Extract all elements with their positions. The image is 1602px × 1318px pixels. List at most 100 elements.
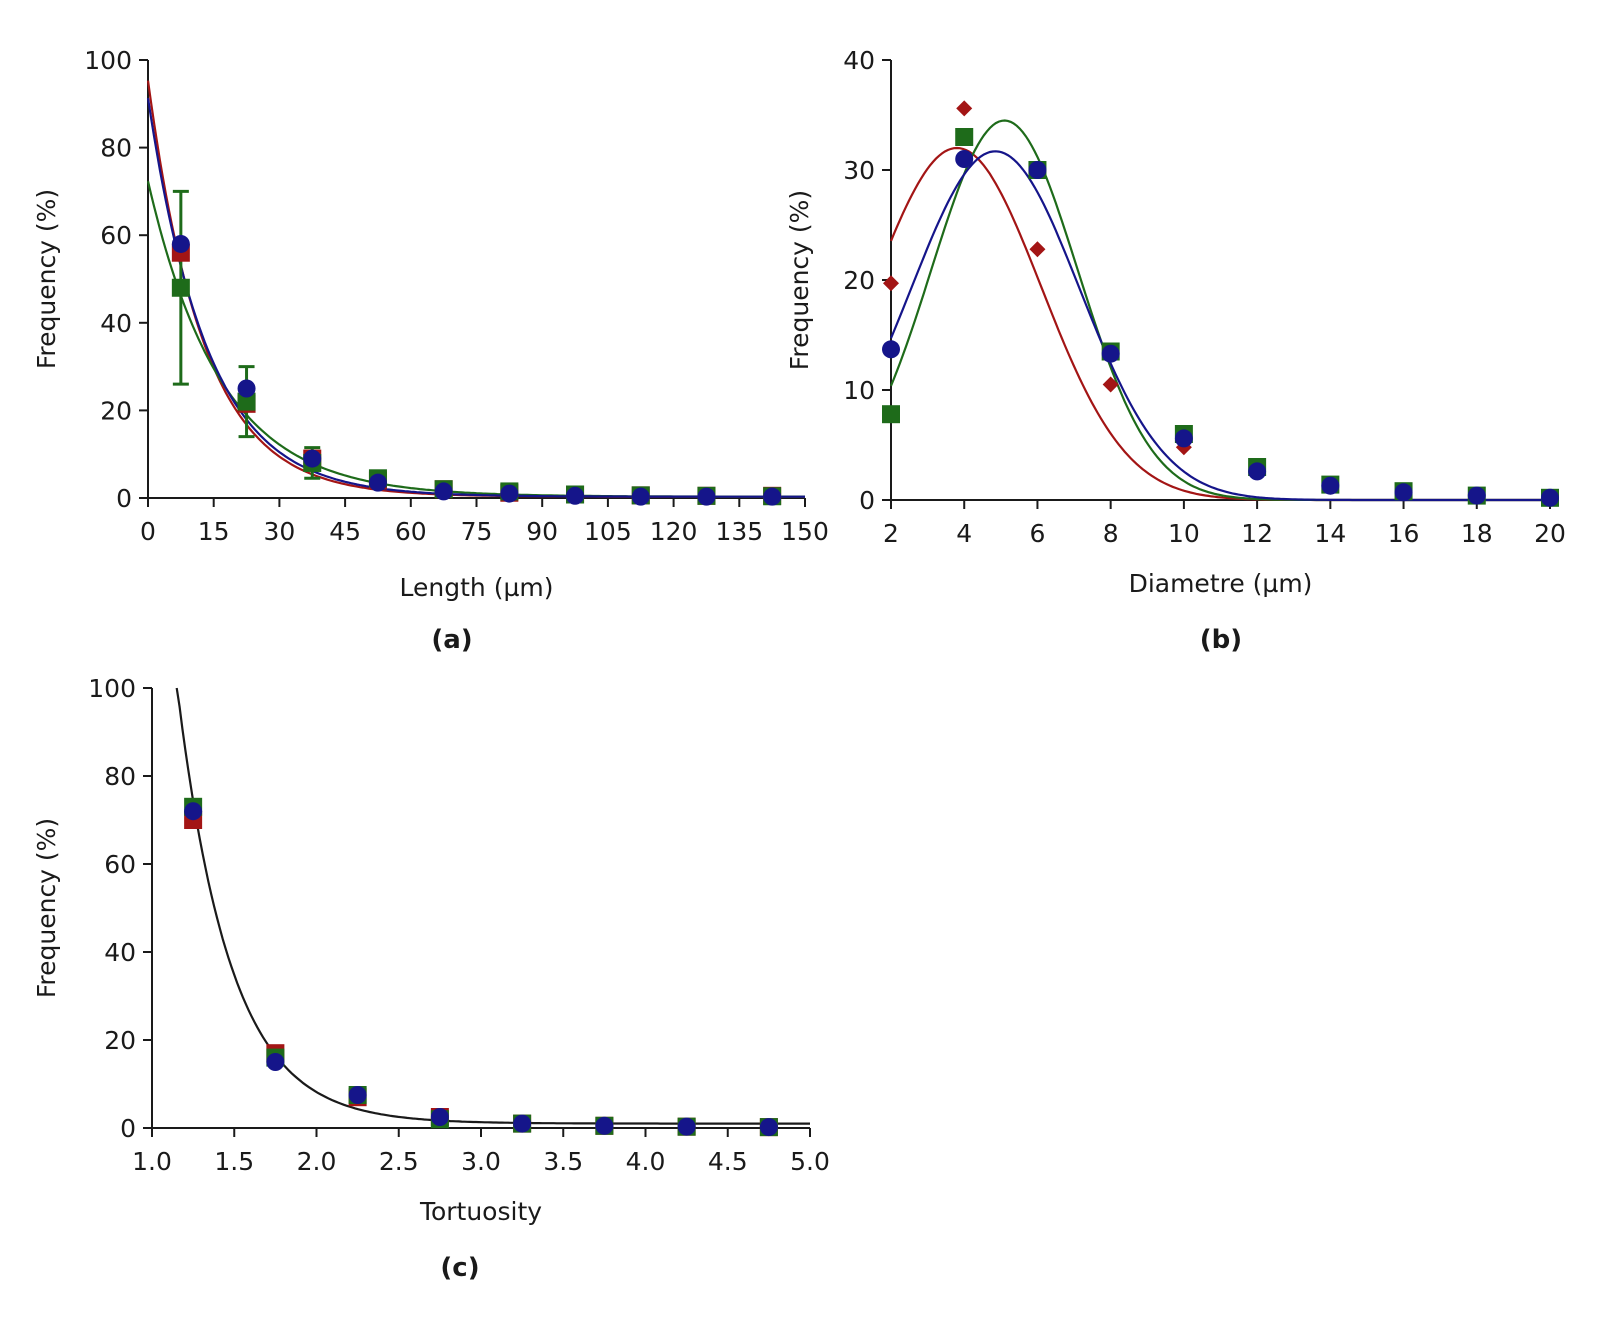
panel-c-tortuosity-chart: 1.0 1.5 2.0 2.5 3.0 3.5 4.0 4.5 5.0 0 20 40 60 80 100 T… <box>32 674 830 1283</box>
x-tick-label: 30 <box>263 517 295 546</box>
y-tick-label: 100 <box>84 46 132 75</box>
x-tick-label: 20 <box>1534 519 1566 548</box>
x-tick-label: 60 <box>395 517 427 546</box>
x-tick-label: 16 <box>1388 519 1420 548</box>
blue-fit-curve <box>889 150 1550 502</box>
x-tick-label: 2.0 <box>297 1147 337 1176</box>
x-tick-label: 120 <box>650 517 698 546</box>
blue-fit-curve <box>146 97 805 498</box>
y-tick-label: 60 <box>100 221 132 250</box>
x-tick-label: 135 <box>715 517 763 546</box>
red-data-point <box>1102 376 1119 393</box>
blue-data-point <box>1248 462 1267 481</box>
x-tick-label: 75 <box>461 517 493 546</box>
blue-data-point <box>677 1117 696 1136</box>
red-data-point <box>883 275 899 292</box>
x-axis-label: Diametre (µm) <box>1129 569 1313 598</box>
blue-data-point <box>1541 488 1559 507</box>
x-tick-label: 45 <box>329 517 361 546</box>
x-tick-label: 3.5 <box>543 1147 583 1176</box>
blue-data-point <box>368 473 387 492</box>
y-tick-label: 40 <box>843 46 875 75</box>
x-tick-label: 4 <box>956 519 972 548</box>
blue-data-point <box>266 1053 285 1071</box>
blue-data-point <box>566 486 585 505</box>
green-fit-curve <box>146 181 805 498</box>
y-tick-label: 100 <box>88 674 136 703</box>
blue-data-point <box>237 379 256 398</box>
panel-label: (b) <box>1200 625 1242 655</box>
x-tick-label: 4.5 <box>708 1147 748 1176</box>
y-tick-label: 20 <box>843 266 875 295</box>
panel-label: (a) <box>431 625 472 655</box>
blue-data-point <box>430 1108 449 1126</box>
green-fit-curve <box>889 119 1550 502</box>
blue-data-point <box>759 1118 778 1137</box>
x-tick-label: 6 <box>1029 519 1045 548</box>
x-tick-label: 2.5 <box>379 1147 419 1176</box>
x-tick-label: 105 <box>584 517 632 546</box>
blue-data-point <box>184 802 203 821</box>
x-tick-label: 18 <box>1461 519 1493 548</box>
blue-data-point <box>697 487 716 506</box>
panel-b-diametre-chart: 2 4 6 8 10 12 14 16 18 20 0 10 20 30 40 Diametre (µm) Fr… <box>785 46 1566 655</box>
x-tick-label: 0 <box>140 517 156 546</box>
red-fit-curve <box>889 146 1550 502</box>
red-data-point <box>1029 241 1046 258</box>
panel-a-length-chart: 0 15 30 45 60 75 90 105 120 135 150 0 20 40 60 80 100 Len… <box>32 46 829 655</box>
x-tick-label: 90 <box>526 517 558 546</box>
blue-data-point <box>1101 344 1120 363</box>
y-tick-label: 10 <box>843 376 875 405</box>
x-tick-label: 1.0 <box>132 1147 172 1176</box>
y-tick-label: 40 <box>100 309 132 338</box>
blue-data-point <box>1321 476 1340 495</box>
blue-data-point <box>595 1116 614 1135</box>
y-tick-label: 80 <box>104 762 136 791</box>
blue-data-point <box>1028 161 1047 179</box>
green-data-point <box>171 278 190 297</box>
green-data-point <box>882 405 900 424</box>
x-axis-label: Length (µm) <box>400 573 554 602</box>
blue-data-point <box>513 1114 532 1133</box>
blue-data-point <box>348 1086 367 1104</box>
y-tick-label: 20 <box>100 396 132 425</box>
y-tick-label: 0 <box>859 486 875 515</box>
blue-data-point <box>500 484 519 503</box>
blue-data-point <box>763 487 782 506</box>
x-axis-label: Tortuosity <box>419 1197 542 1226</box>
x-tick-label: 5.0 <box>790 1147 830 1176</box>
x-tick-label: 15 <box>198 517 230 546</box>
y-axis-label: Frequency (%) <box>32 189 61 369</box>
x-tick-label: 4.0 <box>626 1147 666 1176</box>
blue-data-point <box>303 449 322 468</box>
blue-data-point <box>171 234 190 253</box>
blue-data-point <box>1467 486 1486 505</box>
y-axis-label: Frequency (%) <box>32 818 61 998</box>
blue-data-point <box>1394 483 1413 502</box>
x-tick-label: 3.0 <box>461 1147 501 1176</box>
y-tick-label: 0 <box>120 1114 136 1143</box>
y-tick-label: 40 <box>104 938 136 967</box>
red-data-point <box>956 100 973 117</box>
green-data-point <box>955 128 974 146</box>
blue-data-point <box>955 150 974 168</box>
x-tick-label: 1.5 <box>214 1147 254 1176</box>
blue-data-point <box>631 487 650 506</box>
y-tick-label: 60 <box>104 850 136 879</box>
blue-data-point <box>434 482 453 501</box>
y-tick-label: 30 <box>843 156 875 185</box>
x-tick-label: 8 <box>1103 519 1119 548</box>
green-data-point <box>237 392 256 411</box>
y-tick-label: 80 <box>100 134 132 163</box>
blue-data-point <box>1174 429 1193 448</box>
x-tick-label: 2 <box>883 519 899 548</box>
x-tick-label: 14 <box>1314 519 1346 548</box>
y-tick-label: 0 <box>116 484 132 513</box>
blue-data-point <box>882 340 900 359</box>
y-axis-label: Frequency (%) <box>785 190 814 370</box>
x-tick-label: 150 <box>781 517 829 546</box>
panel-label: (c) <box>440 1253 479 1283</box>
x-tick-label: 10 <box>1168 519 1200 548</box>
y-tick-label: 20 <box>104 1026 136 1055</box>
